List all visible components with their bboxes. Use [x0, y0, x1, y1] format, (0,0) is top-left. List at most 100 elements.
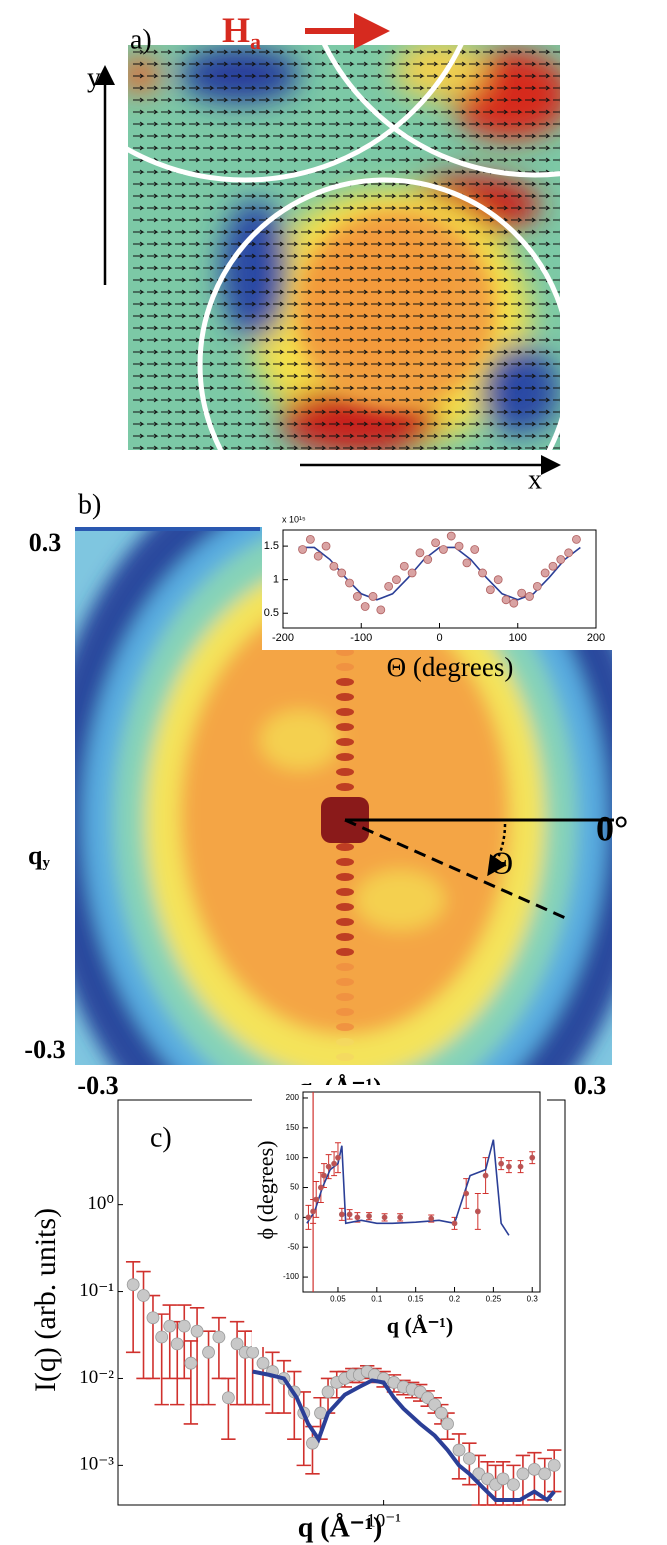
y-tick-label: -0.3 [24, 1035, 65, 1064]
data-point [451, 1220, 458, 1227]
data-point [329, 561, 339, 571]
data-point [423, 555, 433, 564]
data-point [184, 1356, 198, 1370]
data-point [516, 1467, 530, 1481]
data-point [496, 1472, 510, 1486]
x-tick-label: -200 [272, 632, 294, 644]
data-point [230, 1337, 244, 1351]
data-point [517, 588, 527, 598]
data-point [452, 1443, 466, 1457]
data-point [381, 1214, 388, 1221]
streak-fringe [336, 873, 354, 881]
data-point [525, 592, 534, 601]
data-point [547, 1458, 561, 1472]
data-point [407, 568, 417, 578]
streak-fringe [336, 993, 354, 1001]
scattering-map [75, 527, 612, 1065]
x-tick-label: -0.3 [77, 1071, 118, 1100]
y-label-symbol: q [28, 841, 43, 870]
data-point [441, 1417, 454, 1431]
data-point [317, 1184, 324, 1191]
streak-fringe [336, 843, 354, 851]
x-tick-label: 0.25 [486, 1294, 502, 1303]
data-point [221, 1391, 235, 1405]
x-tick-label: 0.3 [527, 1294, 539, 1303]
streak-fringe [336, 708, 354, 716]
data-point [498, 1160, 505, 1167]
error-bar [211, 1316, 227, 1380]
data-point [354, 1214, 361, 1221]
streak-fringe [336, 1023, 354, 1031]
data-point [331, 1160, 337, 1167]
data-point [306, 1436, 319, 1450]
data-point [529, 1154, 536, 1161]
streak-fringe [336, 1008, 354, 1016]
error-bar [287, 1370, 302, 1441]
data-point [392, 575, 401, 585]
data-point [126, 1278, 140, 1292]
data-point [428, 1215, 435, 1222]
y-tick-label: 1 [273, 574, 279, 586]
data-point [321, 1385, 335, 1399]
data-point [506, 1163, 512, 1170]
streak-fringe [336, 768, 354, 776]
data-point [346, 1211, 353, 1218]
fit-line [306, 1139, 510, 1236]
error-bar [276, 1359, 292, 1414]
reference-label: 0° [596, 808, 628, 848]
data-point [313, 551, 323, 561]
data-point [556, 555, 566, 564]
multiplier: x 10¹⁵ [282, 514, 306, 524]
data-point [313, 1196, 320, 1203]
panel-label: a) [130, 24, 152, 55]
streak-fringe [336, 753, 354, 761]
y-axis-label: y [87, 62, 101, 93]
boundary [197, 177, 560, 450]
error-bar [229, 1320, 245, 1406]
streak-fringe [336, 858, 354, 866]
data-point [564, 548, 574, 558]
data-point [462, 558, 472, 568]
field-symbol: H [222, 10, 250, 50]
data-point [493, 575, 503, 585]
data-point [446, 531, 456, 541]
y-tick-label: 10⁻² [79, 1367, 114, 1388]
data-point [246, 1345, 260, 1359]
streak-fringe [336, 933, 354, 941]
data-point [478, 568, 487, 578]
streak-fringe [336, 783, 354, 791]
y-tick-label: 0.5 [264, 607, 279, 619]
y-tick-label: 1.5 [264, 540, 279, 552]
edge [75, 527, 260, 531]
streak-fringe [336, 918, 354, 926]
data-point [501, 595, 511, 605]
inset-background [262, 512, 612, 650]
data-point [474, 1208, 481, 1215]
data-point [146, 1311, 160, 1325]
error-bar [162, 1304, 177, 1380]
data-point [337, 568, 347, 578]
streak-fringe [336, 978, 354, 986]
data-point [572, 534, 581, 544]
streak-fringe [336, 678, 354, 686]
data-point [321, 541, 331, 551]
data-point [325, 1163, 332, 1170]
field-subscript: a [250, 29, 261, 54]
boundary [322, 45, 560, 178]
streak-fringe [336, 903, 354, 911]
x-tick-label: 0.3 [574, 1071, 607, 1100]
error-bar [170, 1320, 185, 1406]
inset-c: 0.05 0.1 0.15 0.2 0.25 0.3 -100 -50 0 50 100 150 200 [252, 1085, 547, 1347]
data-point [538, 1467, 552, 1481]
x-tick-label: 100 [509, 632, 527, 644]
data-point [439, 545, 448, 554]
data-point [482, 1172, 489, 1179]
data-point [190, 1324, 204, 1338]
data-point [137, 1289, 150, 1302]
data-point [399, 561, 409, 571]
data-point [155, 1330, 169, 1344]
streak-fringe [336, 693, 354, 701]
data-point [540, 568, 550, 578]
data-point [509, 598, 519, 608]
y-axis-label: qy [28, 841, 50, 871]
